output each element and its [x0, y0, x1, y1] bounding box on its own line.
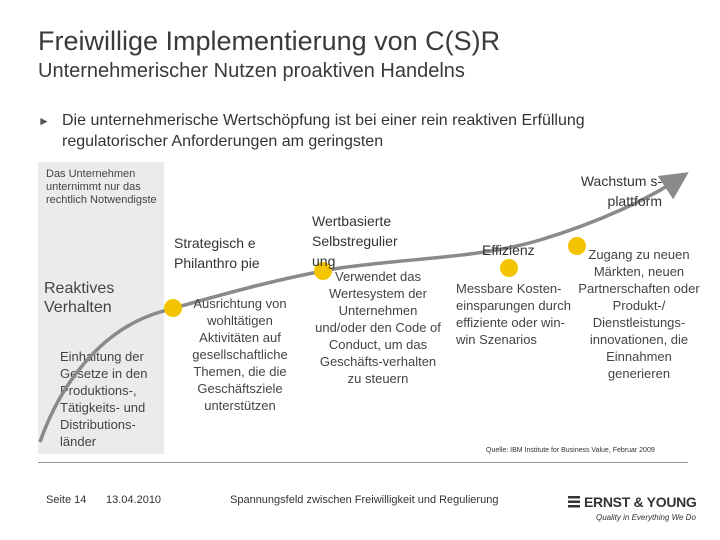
- stage-body-philanthropy: Ausrichtung von wohltätigen Aktivitäten …: [192, 296, 288, 413]
- stage-title-philanthropy: Strategisch e Philanthro pie: [174, 235, 260, 271]
- footer-topic: Spannungsfeld zwischen Freiwilligkeit un…: [230, 494, 499, 506]
- logo-wordmark: ERNST & YOUNG: [584, 494, 697, 510]
- ey-logo-icon: [568, 496, 580, 508]
- stage-body-self-regulation: Verwendet das Wertesystem der Unternehme…: [315, 269, 441, 386]
- stage-dot-efficiency: [500, 259, 518, 277]
- footer-date: 13.04.2010: [106, 494, 162, 506]
- reactive-heading: Reaktives Verhalten: [44, 280, 115, 316]
- reactive-note: Das Unternehmen unternimmt nur das recht…: [46, 168, 157, 206]
- footer-page: Seite 14: [46, 494, 87, 506]
- stage-title-growth: Wachstum s-plattform: [580, 173, 662, 209]
- stage-title-self-regulation: Wertbasierte Selbstregulier ung: [312, 213, 398, 269]
- footer-divider: [38, 462, 688, 463]
- stage-dot-philanthropy: [164, 299, 182, 317]
- source-note: Quelle: IBM Institute for Business Value…: [486, 447, 655, 454]
- page-subtitle: Unternehmerischer Nutzen proaktiven Hand…: [38, 60, 465, 82]
- reactive-body: Einhaltung der Gesetze in den Produktion…: [60, 349, 148, 449]
- stage-dot-growth: [568, 237, 586, 255]
- bullet-text: Die unternehmerische Wertschöpfung ist b…: [62, 112, 585, 150]
- page-title: Freiwillige Implementierung von C(S)R: [38, 26, 501, 56]
- bullet-arrow-icon: ►: [38, 114, 50, 128]
- stage-body-growth: Zugang zu neuen Märkten, neuen Partnersc…: [578, 247, 700, 381]
- reactive-panel: [38, 162, 164, 454]
- curve-line: [38, 172, 689, 443]
- stage-dot-self-regulation: [314, 262, 332, 280]
- stage-body-efficiency: Messbare Kosten-einsparungen durch effiz…: [456, 281, 571, 347]
- logo-tagline: Quality in Everything We Do: [596, 513, 696, 522]
- stage-title-efficiency: Effizienz: [482, 242, 535, 258]
